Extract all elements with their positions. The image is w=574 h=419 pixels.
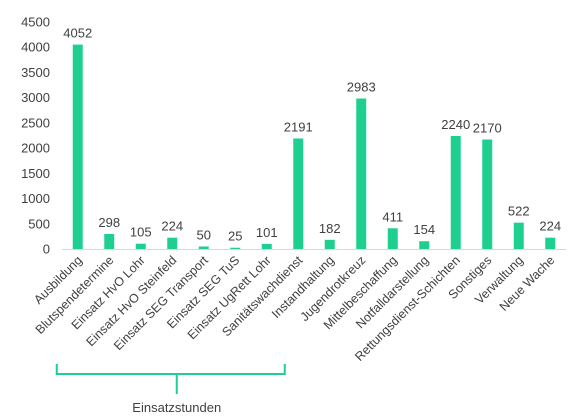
y-axis: 0 500 1000 1500 2000 2500 3000 3500 4000 4500 <box>21 15 50 257</box>
bracket-line <box>55 364 286 394</box>
y-tick-label: 4000 <box>21 40 50 55</box>
einsatzstunden-bracket: Einsatzstunden <box>55 364 286 415</box>
y-tick-label: 1000 <box>21 191 50 206</box>
data-label: 101 <box>256 225 278 240</box>
data-label: 2240 <box>441 117 470 132</box>
data-label: 2191 <box>284 119 313 134</box>
data-label: 50 <box>197 227 211 242</box>
data-label: 522 <box>508 204 530 219</box>
bracket-label: Einsatzstunden <box>132 400 221 415</box>
data-label: 4052 <box>63 26 92 41</box>
bar <box>387 228 398 249</box>
data-label: 298 <box>98 215 120 230</box>
data-label: 411 <box>382 209 403 224</box>
y-tick-label: 3000 <box>21 90 50 105</box>
data-label: 2983 <box>347 80 376 95</box>
data-label: 154 <box>413 222 435 237</box>
data-label: 25 <box>228 229 242 244</box>
bar <box>167 237 178 249</box>
bar <box>230 247 241 249</box>
y-tick-label: 3500 <box>21 65 50 80</box>
bar <box>261 243 272 249</box>
bars <box>72 44 556 250</box>
data-labels: 4052 298 105 224 50 25 101 2191 182 2983 411 154 224… <box>63 26 561 244</box>
bar <box>72 44 83 250</box>
bar <box>482 139 493 249</box>
data-label: 105 <box>130 225 152 240</box>
y-tick-label: 2000 <box>21 141 50 156</box>
bar <box>104 233 115 249</box>
bar <box>356 98 367 249</box>
y-tick-label: 4500 <box>21 15 50 30</box>
y-tick-label: 500 <box>28 216 50 231</box>
bar <box>545 237 556 249</box>
y-tick-label: 1500 <box>21 166 50 181</box>
y-tick-label: 2500 <box>21 115 50 130</box>
bar <box>198 246 209 249</box>
data-label: 224 <box>539 219 561 234</box>
data-label: 2170 <box>473 121 502 136</box>
bar <box>293 138 304 249</box>
data-label: 224 <box>161 219 183 234</box>
data-label: 182 <box>319 221 341 236</box>
bar <box>513 222 524 249</box>
bar <box>419 241 430 249</box>
bar <box>450 136 461 249</box>
bar <box>324 239 335 249</box>
y-tick-label: 0 <box>43 242 50 257</box>
bar <box>135 243 146 249</box>
